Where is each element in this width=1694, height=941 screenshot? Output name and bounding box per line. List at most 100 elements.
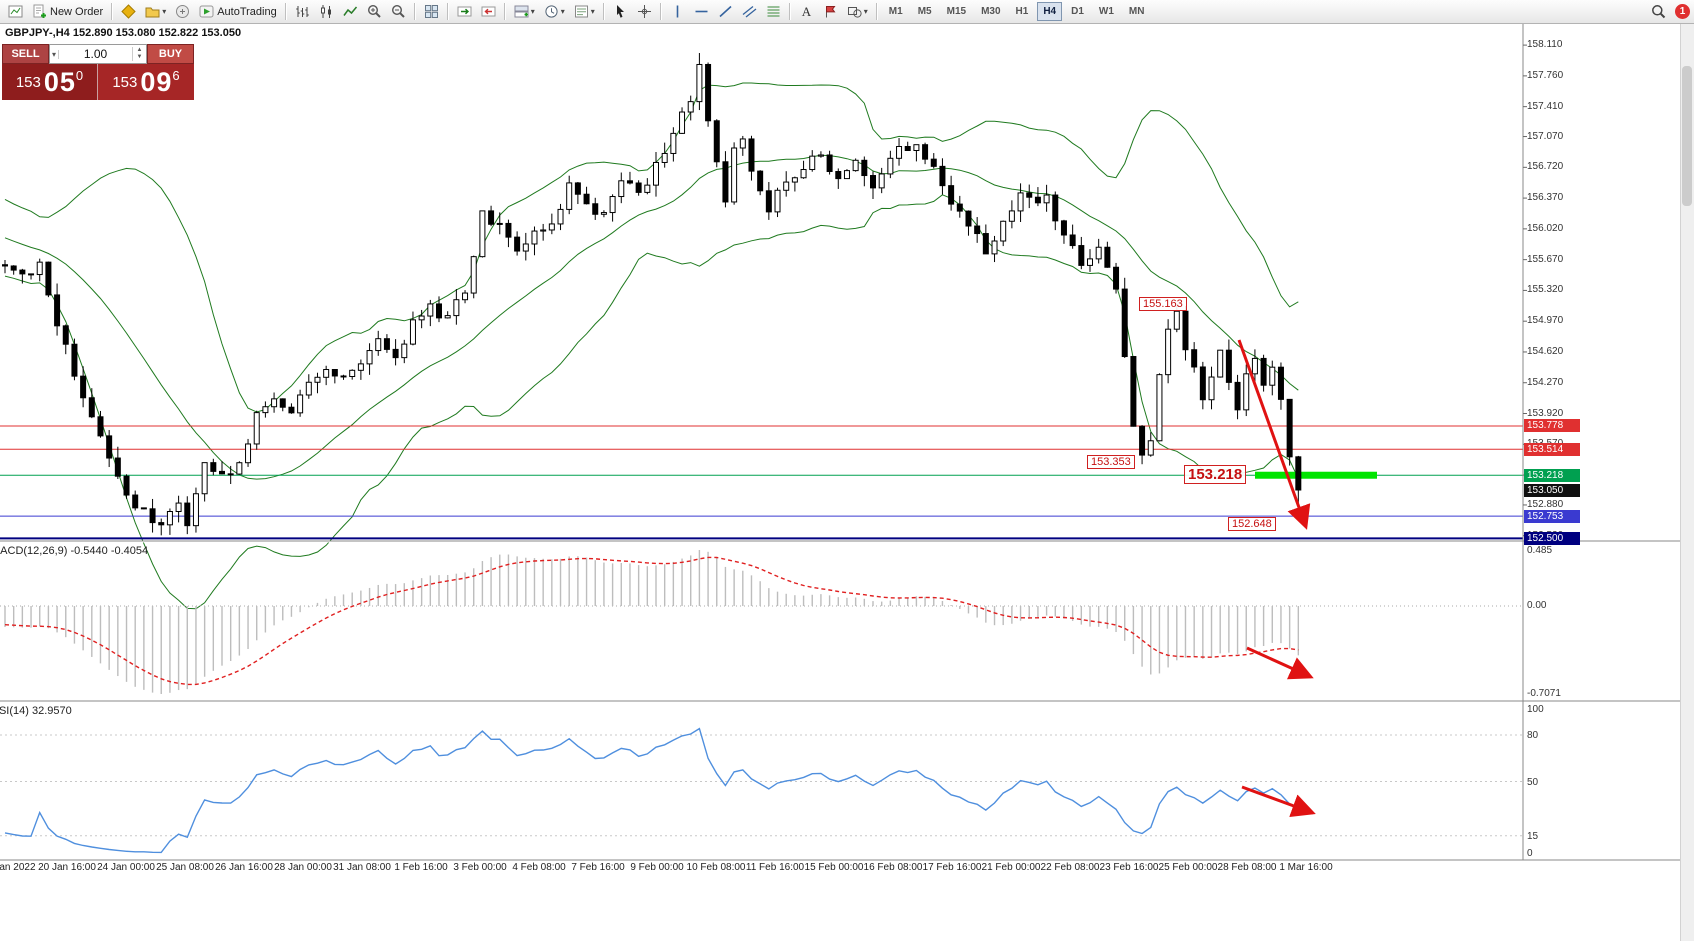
sell-button[interactable]: SELL	[2, 44, 49, 64]
cursor-icon	[613, 4, 628, 19]
svg-text:A: A	[802, 4, 812, 19]
candlestick-chart-icon[interactable]	[315, 1, 338, 23]
timeframe-m1-button[interactable]: M1	[888, 6, 903, 17]
lot-decrease-icon[interactable]: ▼	[136, 54, 143, 60]
period-icon[interactable]: ▾	[540, 1, 569, 23]
templates-icon[interactable]: ▾	[570, 1, 599, 23]
text-icon[interactable]: A	[795, 1, 818, 23]
auto-scroll-icon	[457, 4, 472, 19]
fibonacci-icon	[766, 4, 781, 19]
buy-price-prefix: 153	[112, 73, 138, 91]
timeframe-d1-button[interactable]: D1	[1071, 6, 1084, 17]
new-subwindow-icon	[514, 4, 529, 19]
horizontal-line-icon	[694, 4, 709, 19]
lot-value[interactable]: 1.00	[83, 47, 108, 61]
chart-icon	[8, 4, 23, 19]
new-chart-icon	[121, 4, 136, 19]
tile-windows-icon	[424, 4, 439, 19]
sell-price-prefix: 153	[15, 73, 41, 91]
shapes-icon[interactable]: ▾	[843, 1, 872, 23]
vertical-scrollbar[interactable]	[1680, 24, 1694, 941]
toolbar-separator	[284, 3, 287, 20]
bar-chart-icon[interactable]	[291, 1, 314, 23]
notification-badge[interactable]: 1	[1675, 4, 1690, 19]
sell-price-main: 05	[43, 66, 76, 97]
channel-icon	[742, 4, 757, 19]
trendline-icon	[718, 4, 733, 19]
line-chart-icon[interactable]	[339, 1, 362, 23]
chart-canvas[interactable]	[0, 24, 1694, 941]
toolbar: New Order ▾ AutoTrading ▾ ▾ ▾ A ▾ M1 M5 M15 M30 H1 H4…	[0, 0, 1694, 24]
lot-size-field[interactable]: ▾ 1.00 ▲ ▼	[49, 44, 147, 64]
autotrading-button-label: AutoTrading	[217, 5, 277, 18]
timeframe-m15-button[interactable]: M15	[946, 6, 967, 17]
timeframe-h4-button[interactable]: H4	[1037, 2, 1063, 21]
zoom-out-icon[interactable]	[387, 1, 410, 23]
chart-icon[interactable]	[4, 1, 27, 23]
dropdown-caret-icon: ▾	[863, 7, 868, 16]
horizontal-line-icon[interactable]	[690, 1, 713, 23]
dropdown-caret-icon: ▾	[530, 7, 535, 16]
text-icon: A	[799, 4, 814, 19]
buy-price-main: 09	[140, 66, 173, 97]
dropdown-caret-icon: ▾	[162, 7, 167, 16]
toolbar-separator	[111, 3, 114, 20]
templates-icon	[574, 4, 589, 19]
toolbar-separator	[602, 3, 605, 20]
vertical-line-icon	[670, 4, 685, 19]
timeframe-m5-button[interactable]: M5	[917, 6, 932, 17]
toolbar-separator	[413, 3, 416, 20]
shapes-icon	[847, 4, 862, 19]
candlestick-chart-icon	[319, 4, 334, 19]
rsi-indicator-label: RSI(14) 32.9570	[0, 705, 72, 717]
autotrading-button[interactable]: AutoTrading	[195, 1, 281, 23]
search-icon[interactable]	[1647, 1, 1670, 23]
data-window-icon[interactable]	[171, 1, 194, 23]
buy-price-display[interactable]: 153 09 6	[98, 64, 194, 100]
chart-ohlc-title: GBPJPY-,H4 152.890 153.080 152.822 153.0…	[5, 27, 242, 39]
timeframe-mn-button[interactable]: MN	[1128, 6, 1145, 17]
sell-price-display[interactable]: 153 05 0	[2, 64, 98, 100]
data-window-icon	[175, 4, 190, 19]
zoom-in-icon[interactable]	[363, 1, 386, 23]
lot-stepper[interactable]: ▲ ▼	[132, 47, 146, 61]
vertical-line-icon[interactable]	[666, 1, 689, 23]
cursor-icon[interactable]	[609, 1, 632, 23]
bar-chart-icon	[295, 4, 310, 19]
dropdown-caret-icon: ▾	[560, 7, 565, 16]
timeframe-h1-button[interactable]: H1	[1015, 6, 1029, 17]
buy-button[interactable]: BUY	[147, 44, 194, 64]
toolbar-separator	[503, 3, 506, 20]
search-icon	[1651, 4, 1666, 19]
crosshair-icon[interactable]	[633, 1, 656, 23]
sell-price-sup: 0	[75, 68, 84, 83]
auto-scroll-icon[interactable]	[453, 1, 476, 23]
tile-windows-icon[interactable]	[420, 1, 443, 23]
zoom-in-icon	[367, 4, 382, 19]
scrollbar-thumb[interactable]	[1682, 66, 1692, 206]
lot-dropdown-icon[interactable]: ▾	[50, 49, 60, 59]
buy-price-sup: 6	[172, 68, 180, 83]
profiles-icon[interactable]: ▾	[141, 1, 170, 23]
period-icon	[544, 4, 559, 19]
trendline-icon[interactable]	[714, 1, 737, 23]
line-chart-icon	[343, 4, 358, 19]
timeframe-m30-button[interactable]: M30	[981, 6, 1001, 17]
toolbar-separator	[788, 3, 791, 20]
lot-increase-icon[interactable]: ▲	[136, 47, 143, 53]
label-icon[interactable]	[819, 1, 842, 23]
one-click-trading-widget: SELL ▾ 1.00 ▲ ▼ BUY 153 05 0 153 09 6	[2, 44, 194, 100]
channel-icon[interactable]	[738, 1, 761, 23]
chart-shift-icon[interactable]	[477, 1, 500, 23]
autotrading-icon	[199, 4, 214, 19]
new-order-button-label: New Order	[50, 5, 104, 18]
new-order-button[interactable]: New Order	[28, 1, 107, 23]
timeframe-w1-button[interactable]: W1	[1098, 6, 1114, 17]
new-subwindow-icon[interactable]: ▾	[510, 1, 539, 23]
new-chart-icon[interactable]	[117, 1, 140, 23]
toolbar-separator	[875, 3, 878, 20]
dropdown-caret-icon: ▾	[590, 7, 595, 16]
profiles-icon	[145, 4, 160, 19]
fibonacci-icon[interactable]	[762, 1, 785, 23]
